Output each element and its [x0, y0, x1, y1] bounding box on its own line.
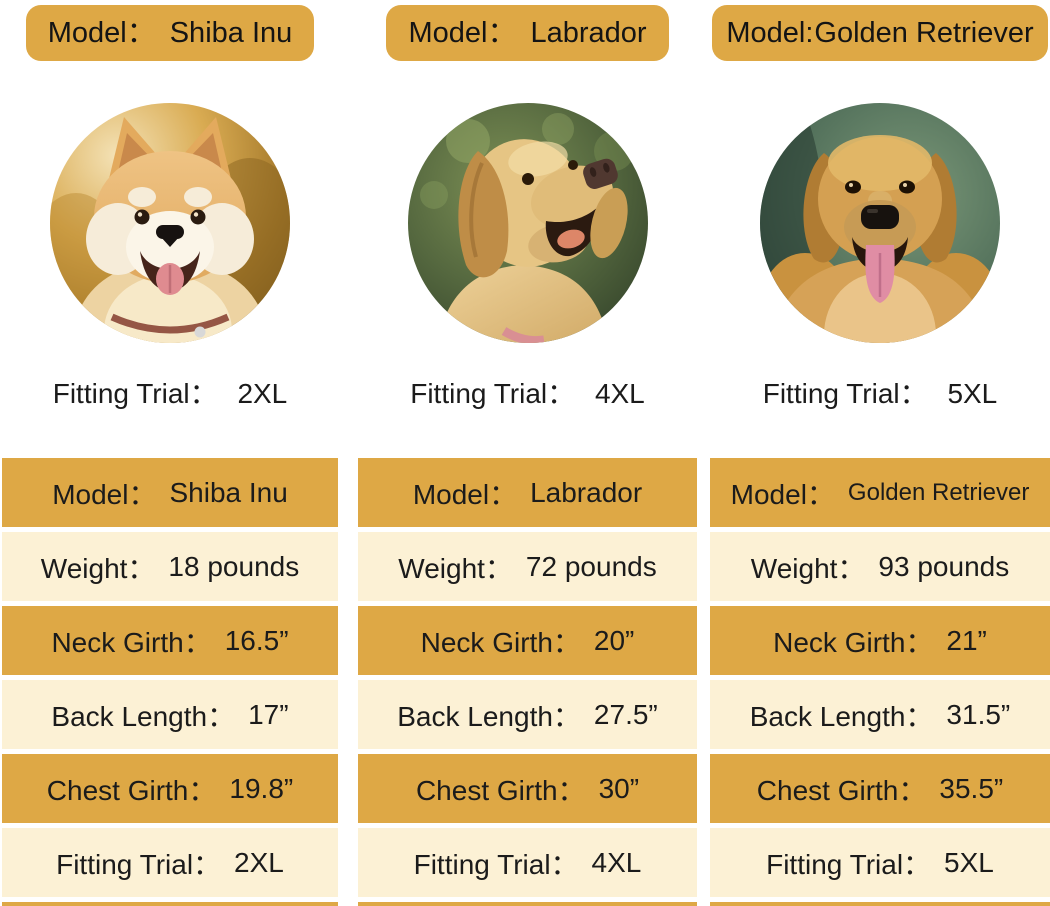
model-badge-label: Model: — [726, 17, 814, 49]
spec-row-chest-girth: Chest Girth： 19.8” — [2, 754, 338, 823]
column-shiba-inu: Model： Shiba Inu — [2, 0, 338, 906]
spec-label: Fitting Trial： — [413, 848, 579, 880]
fitting-trial-caption: Fitting Trial： 4XL — [358, 377, 697, 411]
spec-value: 72 pounds — [525, 550, 657, 582]
spec-value: 31.5” — [946, 698, 1011, 730]
spec-row-chest-girth: Chest Girth： 35.5” — [710, 754, 1050, 823]
spec-value: 30” — [598, 772, 640, 804]
model-badge-wrap: Model： Shiba Inu — [2, 5, 338, 61]
spec-label: Fitting Trial： — [56, 848, 222, 880]
spec-value: 27.5” — [593, 698, 658, 730]
model-badge-value: Labrador — [530, 17, 647, 49]
column-golden-retriever: Model: Golden Retriever — [710, 0, 1050, 906]
caption-label: Fitting Trial： — [410, 378, 576, 409]
spec-row-cutoff — [710, 902, 1050, 906]
spec-label: Model： — [412, 478, 518, 510]
fitting-trial-caption: Fitting Trial： 5XL — [710, 377, 1050, 411]
golden-retriever-photo — [760, 103, 1000, 343]
spec-label: Model： — [52, 478, 157, 510]
shiba-inu-photo — [50, 103, 290, 343]
spec-row-neck-girth: Neck Girth： 20” — [358, 606, 697, 675]
spec-row-fitting-trial: Fitting Trial： 4XL — [358, 828, 697, 897]
spec-label: Fitting Trial： — [766, 848, 932, 880]
spec-row-back-length: Back Length： 27.5” — [358, 680, 697, 749]
spec-label: Weight： — [40, 552, 156, 584]
spec-value: 20” — [593, 624, 635, 656]
spec-row-weight: Weight： 93 pounds — [710, 532, 1050, 601]
spec-row-weight: Weight： 18 pounds — [2, 532, 338, 601]
spec-label: Back Length： — [397, 700, 581, 732]
caption-value: 5XL — [947, 378, 998, 409]
spec-label: Chest Girth： — [756, 774, 927, 806]
model-badge-label: Model： — [408, 17, 517, 49]
caption-value: 2XL — [237, 378, 288, 409]
model-badge-value: Shiba Inu — [169, 17, 293, 49]
photo-wrap — [2, 103, 338, 343]
spec-row-cutoff — [2, 902, 338, 906]
spec-label: Back Length： — [749, 700, 934, 732]
model-badge: Model： Labrador — [386, 5, 669, 61]
caption-value: 4XL — [594, 378, 645, 409]
spec-value: 16.5” — [224, 624, 289, 656]
labrador-photo — [407, 103, 648, 343]
spec-row-cutoff — [358, 902, 697, 906]
spec-label: Weight： — [750, 552, 866, 584]
spec-row-chest-girth: Chest Girth： 30” — [358, 754, 697, 823]
spec-row-back-length: Back Length： 17” — [2, 680, 338, 749]
spec-label: Back Length： — [51, 700, 236, 732]
spec-label: Neck Girth： — [51, 626, 212, 658]
model-badge-label: Model： — [47, 17, 156, 49]
spec-table-shiba-inu: Model： Shiba Inu Weight： 18 pounds Neck … — [2, 458, 338, 906]
model-badge-value: Golden Retriever — [814, 17, 1034, 49]
spec-value: 4XL — [591, 846, 642, 878]
spec-row-fitting-trial: Fitting Trial： 5XL — [710, 828, 1050, 897]
spec-row-neck-girth: Neck Girth： 21” — [710, 606, 1050, 675]
spec-table-labrador: Model： Labrador Weight： 72 pounds Neck G… — [358, 458, 697, 906]
spec-table-golden-retriever: Model： Golden Retriever Weight： 93 pound… — [710, 458, 1050, 906]
model-badge: Model： Shiba Inu — [25, 5, 315, 61]
model-badge-wrap: Model： Labrador — [358, 5, 697, 61]
spec-value: 2XL — [234, 846, 284, 878]
photo-wrap — [710, 103, 1050, 343]
spec-label: Neck Girth： — [773, 626, 934, 658]
spec-row-weight: Weight： 72 pounds — [358, 532, 697, 601]
spec-value: 17” — [248, 698, 289, 730]
spec-value: 21” — [946, 624, 987, 656]
model-badge: Model: Golden Retriever — [712, 5, 1048, 61]
spec-value: Shiba Inu — [169, 476, 288, 508]
spec-label: Model： — [730, 478, 835, 510]
caption-label: Fitting Trial： — [762, 378, 928, 409]
spec-value: 19.8” — [229, 772, 294, 804]
photo-wrap — [358, 103, 697, 343]
spec-label: Chest Girth： — [415, 774, 586, 806]
spec-row-model: Model： Golden Retriever — [710, 458, 1050, 527]
model-badge-wrap: Model: Golden Retriever — [710, 5, 1050, 61]
spec-label: Neck Girth： — [420, 626, 581, 658]
spec-value: 93 pounds — [878, 550, 1010, 582]
caption-label: Fitting Trial： — [52, 378, 218, 409]
fitting-trial-caption: Fitting Trial： 2XL — [2, 377, 338, 411]
spec-label: Weight： — [398, 552, 513, 584]
spec-row-fitting-trial: Fitting Trial： 2XL — [2, 828, 338, 897]
spec-value: Labrador — [530, 476, 643, 508]
spec-row-model: Model： Labrador — [358, 458, 697, 527]
column-labrador: Model： Labrador — [358, 0, 697, 906]
spec-row-neck-girth: Neck Girth： 16.5” — [2, 606, 338, 675]
spec-row-model: Model： Shiba Inu — [2, 458, 338, 527]
spec-value: Golden Retriever — [847, 478, 1030, 506]
spec-row-back-length: Back Length： 31.5” — [710, 680, 1050, 749]
spec-label: Chest Girth： — [46, 774, 217, 806]
spec-value: 5XL — [944, 846, 994, 878]
spec-value: 18 pounds — [168, 550, 300, 582]
spec-value: 35.5” — [939, 772, 1004, 804]
